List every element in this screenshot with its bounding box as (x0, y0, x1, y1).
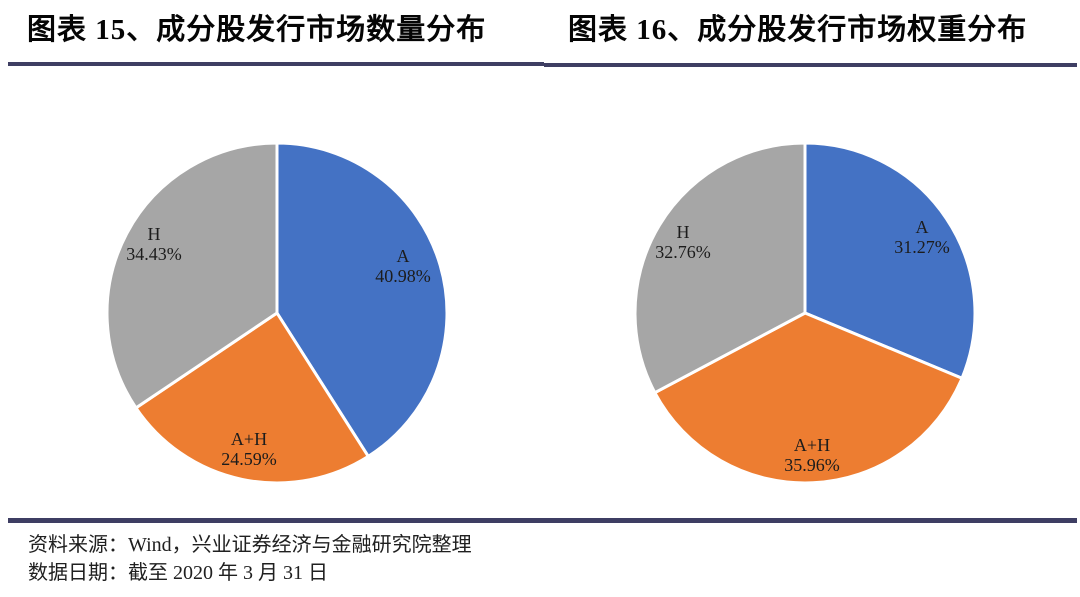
slice-label-a-plus-h: A+H 24.59% (221, 429, 277, 469)
pie-svg-figure-15 (105, 141, 449, 485)
slice-label-h: H 32.76% (655, 222, 711, 262)
pie-slice-a (803, 141, 977, 380)
slice-label-h: H 34.43% (126, 224, 182, 264)
figure-16-title: 图表 16、成分股发行市场权重分布 (568, 14, 1028, 46)
slice-label-a-name: A (396, 246, 410, 266)
slice-label-a: A 40.98% (375, 246, 431, 286)
slice-label-a-pct: 40.98% (375, 266, 431, 286)
pie-svg-figure-16 (633, 141, 977, 485)
slice-label-a-plus-h-name: A+H (230, 429, 268, 449)
pie-slice-h (633, 141, 807, 395)
figure-15-title: 图表 15、成分股发行市场数量分布 (27, 14, 487, 46)
slice-label-h-name: H (676, 222, 690, 242)
pie-slice-a-h (653, 311, 964, 485)
pie-slice-h (105, 141, 279, 410)
title-underline-left (8, 62, 544, 66)
pie-chart-figure-15: A 40.98% A+H 24.59% H 34.43% (97, 133, 457, 493)
slice-label-a-pct: 31.27% (894, 237, 950, 257)
slice-label-a-plus-h-pct: 24.59% (221, 449, 277, 469)
slice-label-a-name: A (915, 217, 929, 237)
pie-slice-a-h (134, 311, 370, 485)
title-underline-right (544, 63, 1077, 67)
date-note: 数据日期：截至 2020 年 3 月 31 日 (28, 562, 328, 584)
slice-label-h-pct: 32.76% (655, 242, 711, 262)
footer-divider (8, 518, 1077, 523)
slice-label-a-plus-h: A+H 35.96% (784, 435, 840, 475)
slice-label-a-plus-h-name: A+H (793, 435, 831, 455)
source-note: 资料来源：Wind，兴业证券经济与金融研究院整理 (28, 534, 472, 556)
slice-label-a-plus-h-pct: 35.96% (784, 455, 840, 475)
pie-chart-figure-16: A 31.27% A+H 35.96% H 32.76% (625, 133, 985, 493)
slice-label-h-pct: 34.43% (126, 244, 182, 264)
slice-label-a: A 31.27% (894, 217, 950, 257)
slice-label-h-name: H (147, 224, 161, 244)
